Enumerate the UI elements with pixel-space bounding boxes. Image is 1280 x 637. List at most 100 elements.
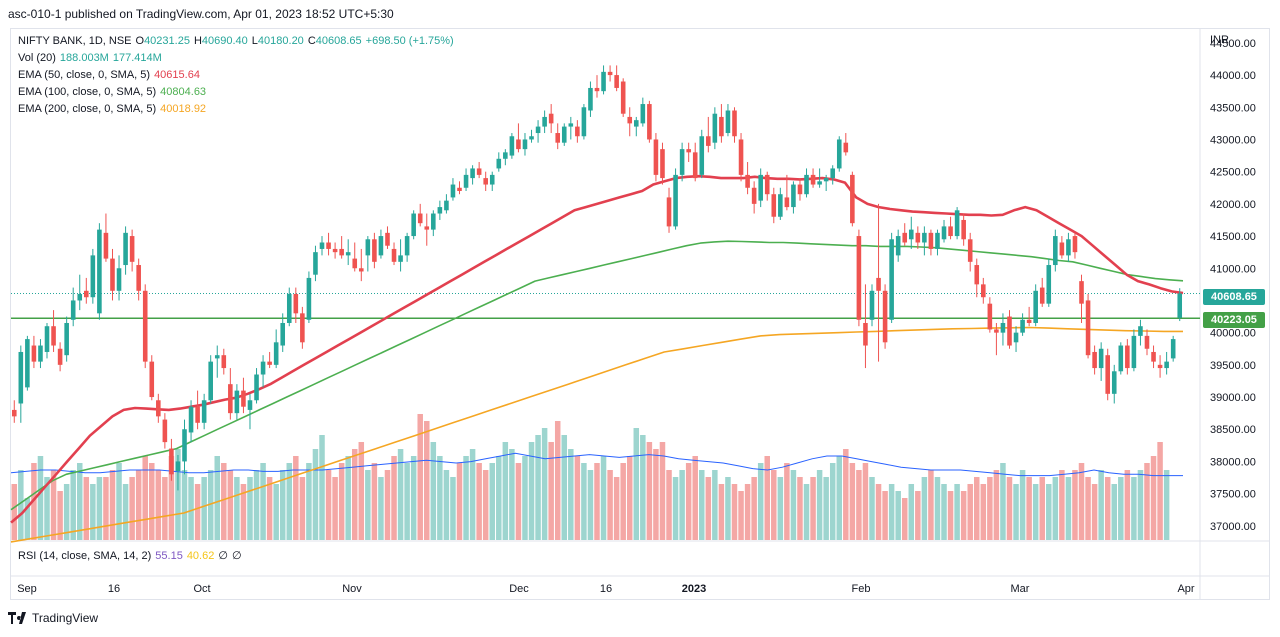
legend-ema50-value: 40615.64 <box>154 69 200 81</box>
candle-body <box>84 290 89 298</box>
volume-bar <box>1150 456 1157 540</box>
candle-body <box>247 400 253 410</box>
volume-bar <box>725 477 731 540</box>
volume-bar <box>1006 477 1013 540</box>
volume-bar <box>626 456 633 540</box>
candle-body <box>188 406 194 433</box>
legend-c-label: C <box>307 35 316 47</box>
candle-body <box>444 200 449 211</box>
volume-bar <box>692 456 698 540</box>
legend-rsi-x2: ∅ <box>231 550 242 562</box>
candle-body <box>378 236 384 256</box>
candle-body <box>548 113 554 124</box>
candle-body <box>1026 319 1032 323</box>
candle-body <box>273 342 279 365</box>
y-tick-label: 42000.00 <box>1210 199 1256 211</box>
volume-bar <box>712 470 718 540</box>
candle-body <box>895 236 901 256</box>
volume-bar <box>129 477 135 540</box>
candle-body <box>221 355 227 369</box>
volume-bar <box>967 484 973 540</box>
candle-body <box>1066 239 1071 256</box>
candle-body <box>424 226 430 230</box>
volume-bar <box>476 463 482 540</box>
volume-bar <box>378 477 384 540</box>
volume-bar <box>882 491 888 540</box>
x-tick-label: Mar <box>1011 583 1030 595</box>
volume-bar <box>469 449 476 540</box>
volume-bar <box>162 477 168 540</box>
volume-bar <box>980 484 987 540</box>
legend-symbol[interactable]: NIFTY BANK, 1D, NSE <box>18 35 132 47</box>
volume-bar <box>424 421 430 540</box>
volume-bar <box>1046 484 1052 540</box>
candle-body <box>791 184 796 208</box>
candle-body <box>208 361 213 401</box>
candle-body <box>797 184 803 195</box>
volume-bar <box>266 477 273 540</box>
legend-rsi-label[interactable]: RSI (14, close, SMA, 14, 2) <box>18 550 152 562</box>
legend-o-label: O <box>135 35 145 47</box>
candle-body <box>142 290 148 362</box>
candle-body <box>666 197 672 227</box>
volume-bar <box>37 456 44 540</box>
volume-bar <box>862 463 869 540</box>
volume-bar <box>260 463 266 540</box>
legend-vol-label[interactable]: Vol (20) <box>18 52 56 64</box>
volume-bar <box>574 456 581 540</box>
candle-body <box>404 236 410 256</box>
volume-bar <box>587 470 594 540</box>
volume-bar <box>1078 463 1085 540</box>
volume-bar <box>934 477 941 540</box>
candle-body <box>935 232 940 249</box>
candle-body <box>601 71 606 92</box>
volume-bar <box>875 484 882 540</box>
legend-ema200-label[interactable]: EMA (200, close, 0, SMA, 5) <box>18 103 157 115</box>
volume-bar <box>149 463 155 540</box>
tradingview-brand[interactable]: TradingView <box>8 611 98 625</box>
currency-label: INR <box>1210 34 1229 46</box>
volume-bar <box>430 442 437 540</box>
candle-body <box>627 116 633 124</box>
volume-bar <box>738 491 744 540</box>
legend-ema100-label[interactable]: EMA (100, close, 0, SMA, 5) <box>18 86 157 98</box>
volume-bar <box>633 428 640 540</box>
publish-info: asc-010-1 published on TradingView.com, … <box>8 7 394 21</box>
x-tick-label: Dec <box>509 583 529 595</box>
candle-body <box>1131 335 1137 369</box>
volume-bar <box>96 477 103 540</box>
candle-body <box>869 290 875 320</box>
candle-body <box>522 139 528 150</box>
legend-ema50-label[interactable]: EMA (50, close, 0, SMA, 5) <box>18 69 151 81</box>
volume-bar <box>797 477 803 540</box>
candle-body <box>234 390 240 414</box>
candle-body <box>1157 364 1163 369</box>
candle-body <box>529 136 534 140</box>
volume-bar <box>672 477 679 540</box>
candle-body <box>182 429 187 462</box>
volume-bar <box>142 456 148 540</box>
candle-body <box>503 152 508 159</box>
volume-bar <box>509 449 515 540</box>
volume-bar <box>482 470 489 540</box>
volume-bar <box>1144 463 1150 540</box>
candle-body <box>385 232 390 246</box>
volume-bar <box>640 435 646 540</box>
volume-bar <box>731 484 738 540</box>
candle-body <box>156 400 161 417</box>
volume-bar <box>849 463 856 540</box>
legend-volume-row: Vol (20) 188.003M 177.414M <box>18 52 166 64</box>
volume-bar <box>869 477 875 540</box>
candle-body <box>561 126 567 143</box>
candle-body <box>856 236 862 320</box>
candle-body <box>398 255 403 262</box>
candle-body <box>195 406 200 423</box>
volume-bar <box>443 470 450 540</box>
volume-bar <box>234 477 240 540</box>
volume-bar <box>70 470 76 540</box>
volume-bar <box>391 456 397 540</box>
y-tick-label: 37000.00 <box>1210 521 1256 533</box>
volume-bar <box>83 477 90 540</box>
volume-bar <box>293 456 299 540</box>
